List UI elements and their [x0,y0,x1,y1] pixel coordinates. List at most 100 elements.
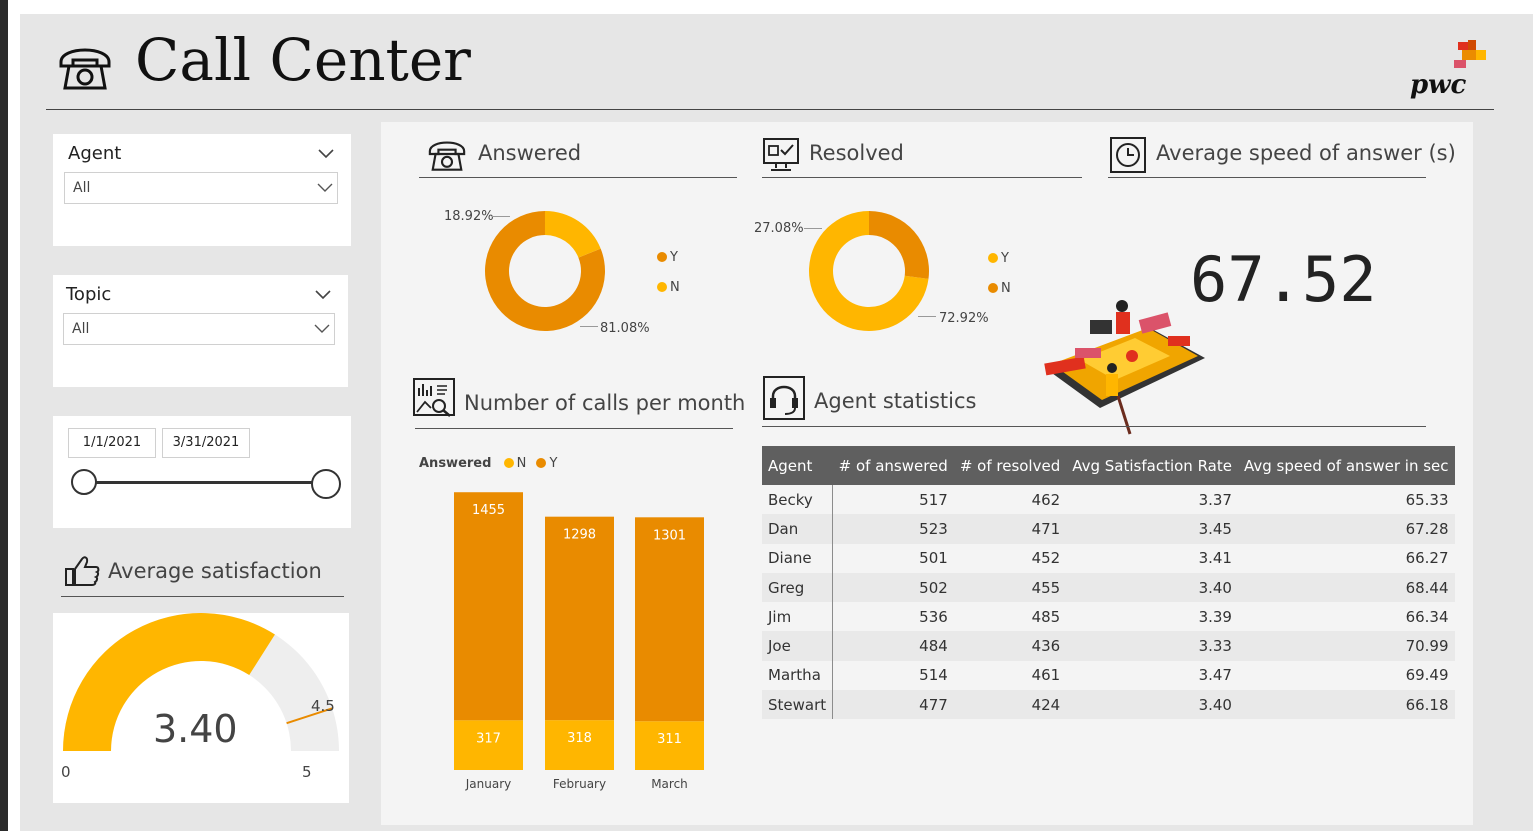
agent-name-cell: Martha [762,660,834,691]
agent-name-cell: Diane [762,543,834,573]
table-row: Joe 484 436 3.33 70.99 [762,631,1455,661]
stat-cell: 424 [953,690,1067,720]
stat-cell: 452 [1031,549,1061,568]
table-row: Becky 517 462 3.37 65.33 [762,485,1455,515]
x-tick-label: January [465,777,512,791]
agent-stats-divider [762,426,1426,427]
stat-cell: 471 [953,514,1067,544]
column-header-speed[interactable]: Avg speed of answer in sec [1237,446,1455,485]
table-row: Stewart 477 424 3.40 66.18 [762,690,1455,720]
bar-february-n[interactable] [545,720,614,770]
stat-cell: 501 [919,549,948,568]
agent-stats-table: Agent # of answered # of resolved Avg Sa… [762,446,1455,720]
satisfaction-value: 3.40 [153,707,238,751]
answered-y-slice [485,211,605,331]
agent-name-cell: Greg [762,572,834,603]
stat-cell: 3.37 [1198,490,1232,509]
stat-cell: 536 [919,607,948,626]
topic-slicer-label: Topic [66,284,112,305]
answered-small-pct: 18.92% [444,209,494,224]
answered-legend-y: Y [657,250,678,265]
agent-dropdown-value: All [73,180,91,196]
agent-slicer-label: Agent [68,143,122,164]
chevron-down-icon [317,183,333,192]
date-slider-track [85,481,325,484]
legend-dot [988,283,998,293]
stat-cell: 3.41 [1198,549,1232,568]
date-slider-start-handle[interactable] [71,469,97,495]
pwc-logo-text: pwc [1410,70,1467,100]
monitor-check-icon [763,138,799,171]
stat-cell: 66.18 [1237,690,1455,720]
speed-title: Average speed of answer (s) [1156,141,1456,165]
chevron-down-icon[interactable] [317,148,335,160]
gauge-target-label: 4.5 [311,697,335,715]
stat-cell: 68.44 [1237,572,1455,603]
gauge-min-label: 0 [61,763,71,781]
topic-slicer: Topic All [53,275,348,387]
bar-march-n[interactable] [635,721,704,770]
answered-large-pct: 81.08% [600,321,650,336]
topic-dropdown[interactable]: All [63,313,335,345]
chart-search-icon [413,378,455,417]
gauge-value-arc [63,613,275,751]
bar-january-n[interactable] [454,720,523,770]
column-header-answered[interactable]: # of answered [832,446,954,485]
satisfaction-divider [61,596,344,597]
column-header-resolved[interactable]: # of resolved [953,446,1067,485]
data-label-march-n: 311 [657,732,682,747]
stat-cell: 455 [953,572,1067,603]
legend-dot [988,253,998,263]
stat-cell: 484 [832,631,954,661]
agent-name-cell: Stewart [762,690,834,720]
calls-per-month-chart: 1455 317 January 1298 318 February 1301 311 Marc… [454,492,704,791]
call-center-illustration [1044,300,1205,435]
resolved-small-leader [804,228,822,229]
date-slicer: 1/1/2021 3/31/2021 [53,416,351,528]
end-date-input[interactable]: 3/31/2021 [162,428,250,458]
stat-cell: 523 [832,514,954,544]
satisfaction-gauge-card: 3.40 0 5 4.5 [53,613,349,803]
table-header-row: Agent # of answered # of resolved Avg Sa… [762,446,1455,485]
bar-january-y[interactable] [454,492,523,721]
answered-n-slice [545,211,601,258]
stat-cell: 3.39 [1198,607,1232,626]
calls-month-legend: Answered N Y [419,456,558,471]
resolved-large-leader [918,316,936,317]
resolved-y-slice [809,211,929,331]
answered-small-leader [492,216,510,217]
calls-month-title: Number of calls per month [464,391,746,415]
legend-dot-n [503,458,514,468]
stat-cell: 67.28 [1237,514,1455,544]
date-slider-end-handle[interactable] [311,469,341,499]
legend-dot [657,252,667,262]
resolved-n-slice [869,211,929,279]
data-label-february-n: 318 [567,731,592,746]
stat-cell: 3.40 [1066,572,1238,603]
window-edge [0,0,8,831]
answered-divider [419,177,737,178]
start-date-input[interactable]: 1/1/2021 [68,428,156,458]
table-row: Dan 523 471 3.45 67.28 [762,514,1455,544]
agent-name-cell: Becky [762,485,834,515]
column-header-satisfaction[interactable]: Avg Satisfaction Rate [1066,446,1238,485]
answered-title: Answered [478,141,582,165]
stat-cell: 3.40 [1066,690,1238,720]
x-tick-label: February [553,777,606,791]
resolved-legend-n: N [988,281,1011,296]
data-label-march-y: 1301 [653,528,686,543]
agent-dropdown[interactable]: All [64,172,338,204]
data-label-february-y: 1298 [563,528,596,543]
stat-cell: 66.27 [1405,549,1449,568]
table-row: Greg 502 455 3.40 68.44 [762,572,1455,603]
bar-february-y[interactable] [545,516,614,721]
stat-cell: 70.99 [1237,631,1455,661]
column-header-agent[interactable]: Agent [762,446,833,485]
stat-cell: 3.33 [1066,631,1238,661]
chevron-down-icon[interactable] [314,289,332,301]
agent-name-cell: Jim [762,602,834,632]
answered-donut [485,211,605,331]
bar-march-y[interactable] [635,517,704,722]
stat-cell: 485 [1031,607,1061,626]
headset-icon [763,376,805,420]
